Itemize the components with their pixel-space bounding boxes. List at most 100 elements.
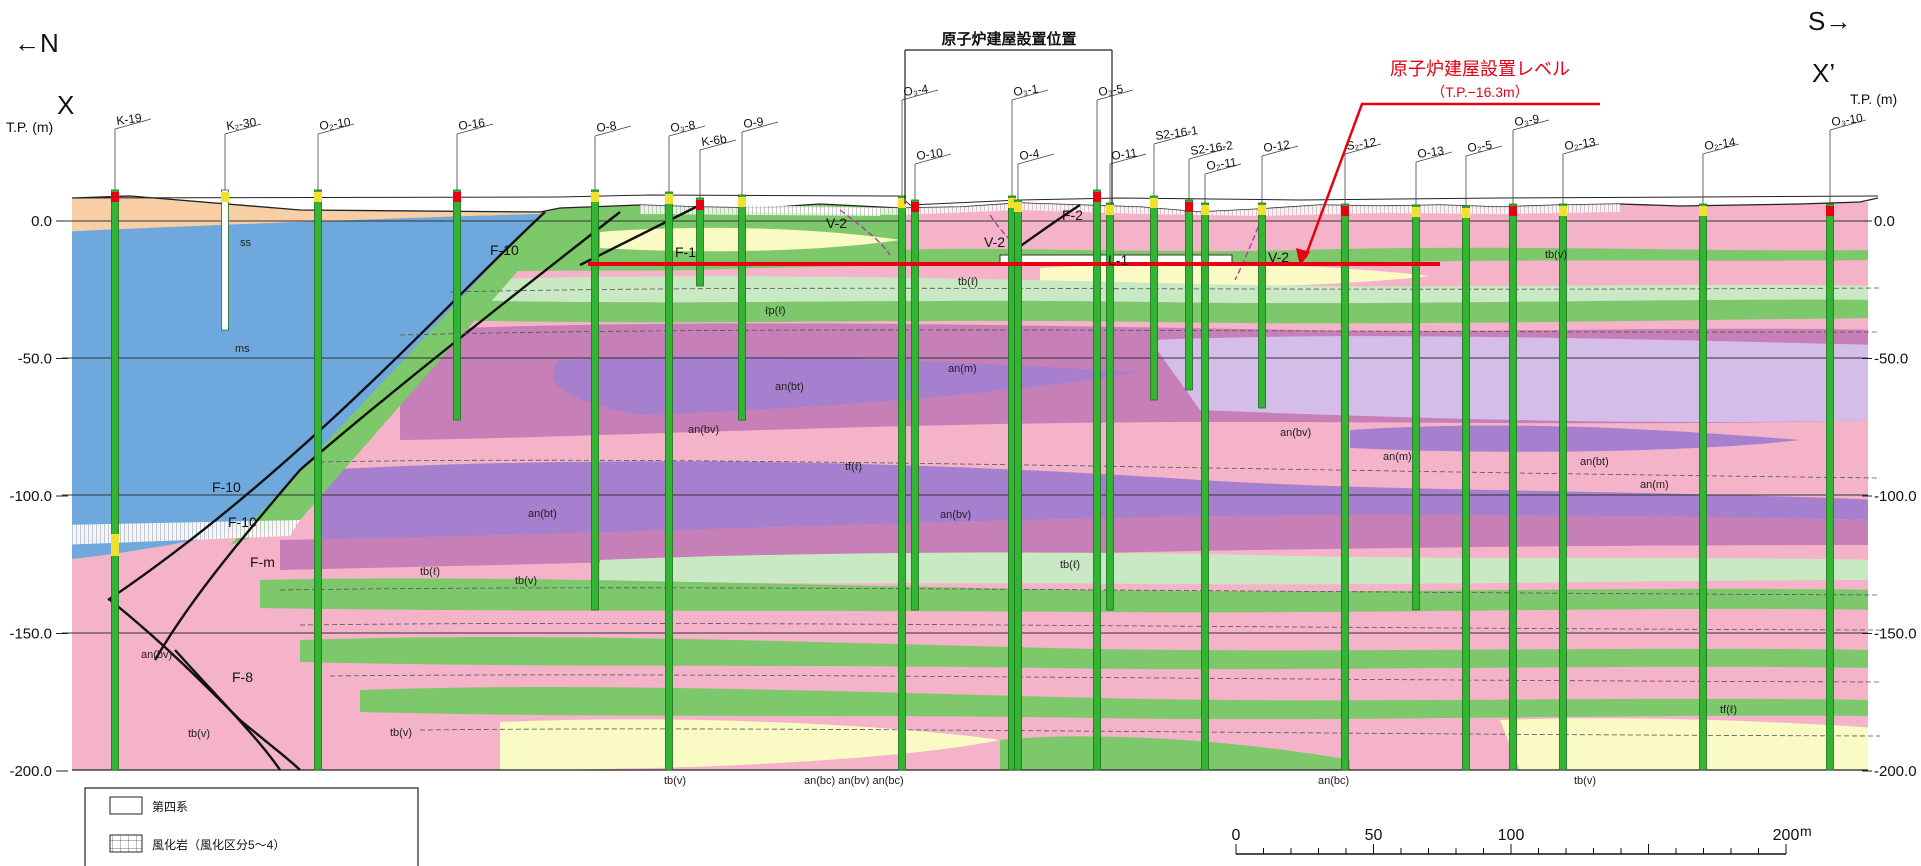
borehole: O₃-10 <box>1826 111 1867 771</box>
scale-label: 200 <box>1773 827 1800 844</box>
layer-cream-lens-1 <box>600 227 900 252</box>
borehole-cap <box>1150 198 1158 208</box>
layer-green-band-2 <box>440 299 1868 324</box>
borehole-shaft <box>591 189 599 611</box>
layer-lower-green-4 <box>1000 736 1350 770</box>
rock-label: tb(v) <box>188 728 210 740</box>
borehole: K-6b <box>696 132 737 287</box>
borehole: O₃-4 <box>898 82 939 771</box>
borehole-label: O₃-10 <box>1830 111 1864 129</box>
borehole-shaft <box>1341 203 1349 771</box>
borehole-shaft <box>1559 203 1567 771</box>
fault-label: L-1 <box>1108 252 1128 268</box>
borehole: S2-16-2 <box>1185 138 1234 391</box>
axis-unit-right: T.P. (m) <box>1850 91 1897 107</box>
legend-label: 風化岩（風化区分5～4） <box>152 837 285 852</box>
borehole-shaft <box>696 197 704 287</box>
borehole-shaft <box>1826 203 1834 771</box>
borehole: O₂-13 <box>1559 135 1600 771</box>
fault-label: F-1 <box>675 244 696 260</box>
borehole: K-19 <box>111 111 152 771</box>
rock-label: tb(ℓ) <box>1060 559 1080 571</box>
borehole-label: O₂-14 <box>1703 135 1736 153</box>
layer-boundary-dashes <box>279 287 1881 737</box>
fault-label: F-10 <box>212 479 241 495</box>
south-direction: S→ <box>1808 6 1851 36</box>
borehole: O-12 <box>1258 137 1299 409</box>
rock-label: an(m) <box>948 363 977 375</box>
borehole-label: O-4 <box>1018 146 1040 163</box>
borehole-cap <box>1014 202 1022 212</box>
borehole-label: O₂-13 <box>1563 135 1596 153</box>
borehole-label: O-9 <box>742 114 764 131</box>
layer-upper-pink-band <box>900 205 1868 252</box>
rock-label: an(m) <box>1640 479 1669 491</box>
borehole-label: O₃-8 <box>669 118 696 135</box>
layer-cream-lower <box>500 719 1000 770</box>
reactor-position-bracket <box>904 49 1113 204</box>
borehole: O₂-11 <box>1201 155 1242 771</box>
borehole-cap <box>1093 192 1101 202</box>
borehole-label: O-12 <box>1262 137 1291 155</box>
scale-unit: m <box>1800 823 1812 839</box>
rock-label: tf(ℓ) <box>845 461 862 473</box>
borehole: O-4 <box>1014 146 1055 771</box>
scale-label: 0 <box>1232 827 1241 844</box>
borehole-label: K₂-30 <box>225 115 257 133</box>
borehole-shaft <box>453 189 461 421</box>
borehole-cap <box>314 192 322 202</box>
reactor-level-leader <box>1303 102 1600 259</box>
borehole-shaft <box>1150 195 1158 401</box>
borehole-cap <box>1699 206 1707 216</box>
layer-lower-green-2 <box>300 637 1868 670</box>
borehole-cap <box>1826 206 1834 216</box>
borehole-cap <box>696 200 704 210</box>
rock-label: an(bv) <box>1280 427 1311 439</box>
borehole-shaft <box>1509 203 1517 771</box>
borehole-label: S2-16-2 <box>1189 138 1234 158</box>
scale-bar: 0 50 100 200 m <box>1232 823 1812 855</box>
rock-label: an(bt) <box>528 508 557 520</box>
borehole-shaft <box>1258 202 1266 409</box>
borehole-shaft <box>1093 189 1101 771</box>
borehole-label: O₂-5 <box>1466 138 1493 155</box>
borehole: O-10 <box>911 145 952 611</box>
borehole-cap <box>911 202 919 212</box>
borehole: O₂-14 <box>1699 135 1740 771</box>
quaternary-strip <box>740 203 1620 216</box>
fault-label: F-8 <box>232 669 253 685</box>
rock-label: an(bv) <box>940 509 971 521</box>
layer-an-bt-mid <box>552 356 1140 415</box>
axis-tick-label: -100.0 <box>1874 488 1917 505</box>
axis-tick-label: -50.0 <box>18 351 52 368</box>
borehole-cap <box>1341 206 1349 216</box>
layer-cream-lower-east <box>1500 718 1868 770</box>
fault-label: V-2 <box>1268 249 1289 265</box>
axis-tick-label: -150.0 <box>9 626 52 643</box>
borehole-cap <box>453 192 461 202</box>
rock-label: an(bt) <box>1580 456 1609 468</box>
borehole: O-11 <box>1106 145 1147 611</box>
borehole-shaft <box>111 189 119 771</box>
borehole-shaft <box>738 194 746 421</box>
borehole-shaft <box>314 189 322 771</box>
borehole-shaft <box>1201 202 1209 771</box>
borehole-shaft <box>911 199 919 611</box>
borehole-label: O-16 <box>457 115 486 133</box>
scale-label: 50 <box>1365 827 1383 844</box>
rock-label: an(m) <box>1383 451 1412 463</box>
rock-label: ms <box>235 343 250 355</box>
borehole-shaft <box>221 189 229 331</box>
axis-tick-label: 0.0 <box>1874 213 1895 230</box>
layer-an-bv-lower <box>280 514 1868 570</box>
borehole-cap <box>111 192 119 202</box>
axis-tick-label: -150.0 <box>1874 626 1917 643</box>
borehole-label: S2-16-1 <box>1154 123 1199 143</box>
borehole-cap <box>1185 202 1193 212</box>
axis-tick-label: -200.0 <box>9 763 52 780</box>
borehole-label: O₃-9 <box>1513 112 1540 129</box>
elevation-grid <box>62 220 1868 634</box>
axis-tick-label: -50.0 <box>1874 351 1908 368</box>
borehole: K₂-30 <box>221 115 262 331</box>
borehole-cap <box>221 192 229 202</box>
